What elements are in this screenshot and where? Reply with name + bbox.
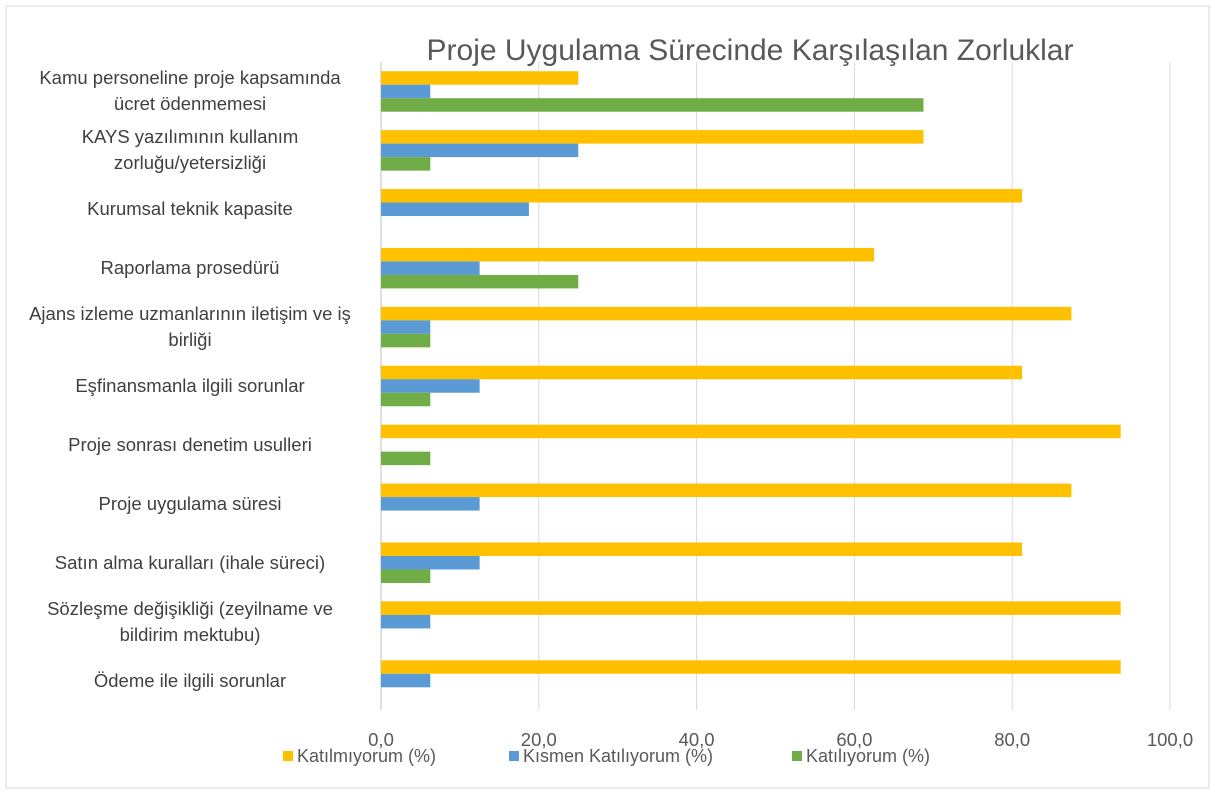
x-tick-label: 40,0 [679, 729, 715, 750]
y-tick-label: Ajans izleme uzmanlarının iletişim ve iş… [29, 303, 351, 351]
legend-swatch [792, 751, 802, 761]
bar [381, 542, 1023, 556]
bar [381, 614, 431, 629]
y-tick-label: KAYS yazılımının kullanım zorluğu/yeters… [81, 126, 299, 174]
x-tick-label: 60,0 [836, 729, 872, 750]
y-tick-label: Raporlama prosedürü [100, 257, 280, 279]
y-tick-label: Proje sonrası denetim usulleri [68, 433, 312, 455]
bar [381, 130, 924, 144]
bar [381, 71, 579, 85]
y-tick-label: Ödeme ile ilgili sorunlar [93, 669, 287, 691]
x-tick-label: 100,0 [1147, 729, 1193, 750]
bar [381, 555, 480, 570]
y-tick-label: Sözleşme değişikliği (zeyilname ve bildi… [47, 597, 333, 645]
legend-label: Kısmen Katılıyorum (%) [523, 746, 713, 766]
bar [381, 497, 480, 511]
legend-swatch [283, 751, 293, 761]
bar [381, 261, 480, 275]
bar [381, 98, 924, 112]
bar [381, 569, 431, 583]
bar [381, 274, 579, 289]
bar [381, 379, 480, 393]
bar [381, 392, 431, 407]
y-tick-label: Proje uygulama süresi [98, 492, 282, 514]
bar [381, 84, 431, 99]
y-tick-label: Satın alma kuralları (ihale süreci) [54, 551, 326, 573]
y-tick-label: Kamu personeline proje kapsamında ücret … [39, 67, 341, 115]
bar [381, 673, 431, 688]
legend-label: Katılmıyorum (%) [297, 746, 436, 766]
bar [381, 320, 431, 334]
x-tick-label: 20,0 [521, 729, 557, 750]
bar [381, 601, 1121, 615]
bar [381, 424, 1121, 439]
bar [381, 483, 1072, 498]
y-tick-label: Eşfinansmanla ilgili sorunlar [75, 375, 305, 396]
legend-swatch [509, 751, 519, 761]
bar [381, 365, 1023, 380]
bar [381, 451, 431, 466]
bar [381, 157, 431, 171]
bar [381, 306, 1072, 321]
bar [381, 247, 875, 262]
y-tick-label: Kurumsal teknik kapasite [87, 198, 293, 220]
chart-border [5, 5, 1210, 789]
bar [381, 202, 529, 217]
chart-title: Proje Uygulama Sürecinde Karşılaşılan Zo… [427, 34, 1074, 67]
bar [381, 143, 579, 158]
bar [381, 333, 431, 348]
legend-label: Katılıyorum (%) [806, 746, 930, 766]
bar [381, 660, 1121, 674]
x-tick-label: 80,0 [994, 729, 1030, 750]
x-tick-label: 0,0 [368, 729, 394, 750]
bar [381, 189, 1023, 203]
